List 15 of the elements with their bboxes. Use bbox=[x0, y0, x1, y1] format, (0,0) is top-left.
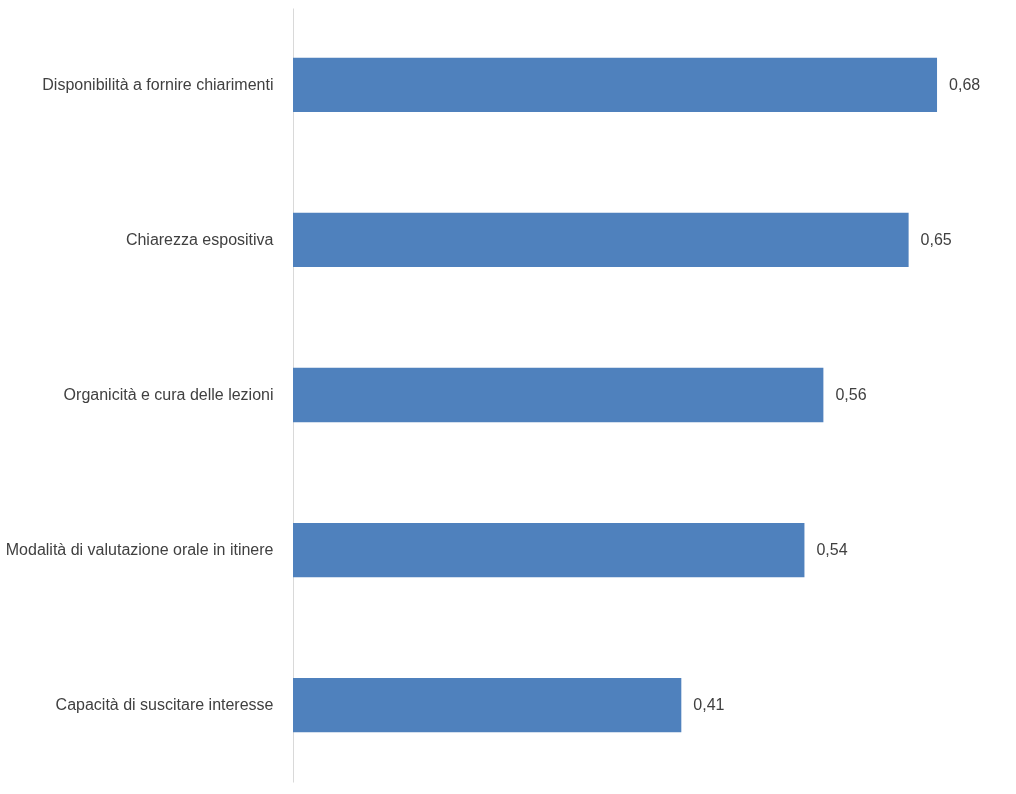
data-label: 0,65 bbox=[920, 230, 952, 248]
data-label: 0,68 bbox=[949, 75, 981, 93]
bar bbox=[293, 212, 909, 268]
y-tick-label: Capacità di suscitare interesse bbox=[55, 696, 274, 714]
y-tick-label: Organicità e cura delle lezioni bbox=[63, 386, 274, 403]
y-tick-label: Modalità di valutazione orale in itinere bbox=[5, 541, 274, 559]
data-label: 0,54 bbox=[816, 541, 848, 559]
y-tick-label: Chiarezza espositiva bbox=[125, 230, 274, 248]
data-label: 0,56 bbox=[835, 386, 867, 403]
bar bbox=[293, 522, 805, 578]
bar bbox=[293, 367, 824, 423]
bar bbox=[293, 57, 938, 112]
bar bbox=[293, 678, 682, 733]
y-tick-label: Disponibilità a fornire chiarimenti bbox=[42, 75, 274, 93]
data-label: 0,41 bbox=[693, 696, 725, 714]
